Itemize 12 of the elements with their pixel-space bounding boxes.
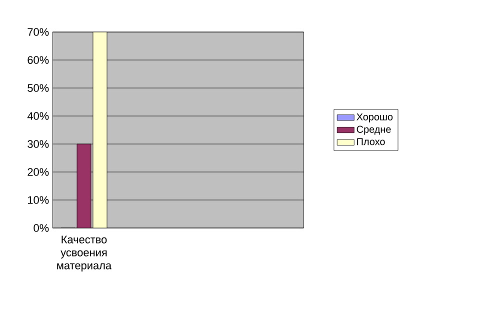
y-tick-label: 60% (28, 56, 49, 64)
x-tick-label: Качество усвоения материала (57, 236, 112, 272)
y-tick-label: 50% (28, 84, 49, 92)
legend-label: Средне (356, 126, 391, 135)
y-tick-label: 70% (28, 28, 49, 36)
legend-label: Плохо (357, 138, 385, 146)
legend-label: Хорошо (356, 113, 393, 122)
y-tick-label: 30% (28, 140, 49, 148)
y-tick-label: 40% (27, 112, 49, 120)
y-tick-label: 10% (28, 196, 49, 204)
y-tick-label: 0% (34, 224, 49, 232)
y-tick-label: 20% (28, 168, 49, 176)
